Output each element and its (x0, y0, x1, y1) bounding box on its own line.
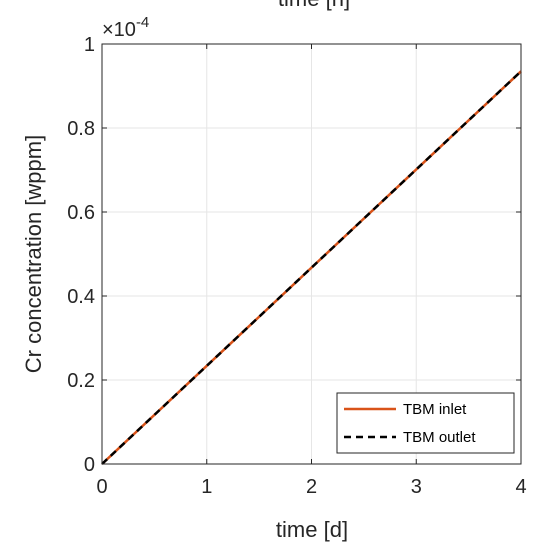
legend-label-inlet: TBM inlet (403, 401, 467, 418)
legend-label-outlet: TBM outlet (403, 429, 476, 446)
y-exponent-label: ×10-4 (102, 14, 149, 41)
y-tick-label: 0.8 (67, 118, 95, 140)
x-tick-label: 3 (411, 476, 422, 498)
x-tick-label: 1 (201, 476, 212, 498)
legend-box (336, 392, 515, 454)
y-tick-label: 0 (84, 454, 95, 476)
y-tick-label: 1 (84, 34, 95, 56)
svg-text:×10-4: ×10-4 (102, 14, 149, 41)
y-tick-label: 0.2 (67, 370, 95, 392)
axis-ticks (101, 43, 522, 465)
x-tick-label: 4 (515, 476, 526, 498)
y-tick-label: 0.6 (67, 202, 95, 224)
y-axis-title: Cr concentration [wppm] (21, 135, 46, 373)
x-axis-title: time [d] (276, 517, 348, 542)
series-lines (101, 70, 522, 465)
y-tick-label: 0.4 (67, 286, 95, 308)
x-tick-label: 0 (96, 476, 107, 498)
series-line-tbm-inlet (101, 70, 522, 465)
legend: TBM inlet TBM outlet (336, 392, 515, 454)
x-tick-label: 2 (306, 476, 317, 498)
top-axis-title: time [h] (278, 0, 350, 11)
